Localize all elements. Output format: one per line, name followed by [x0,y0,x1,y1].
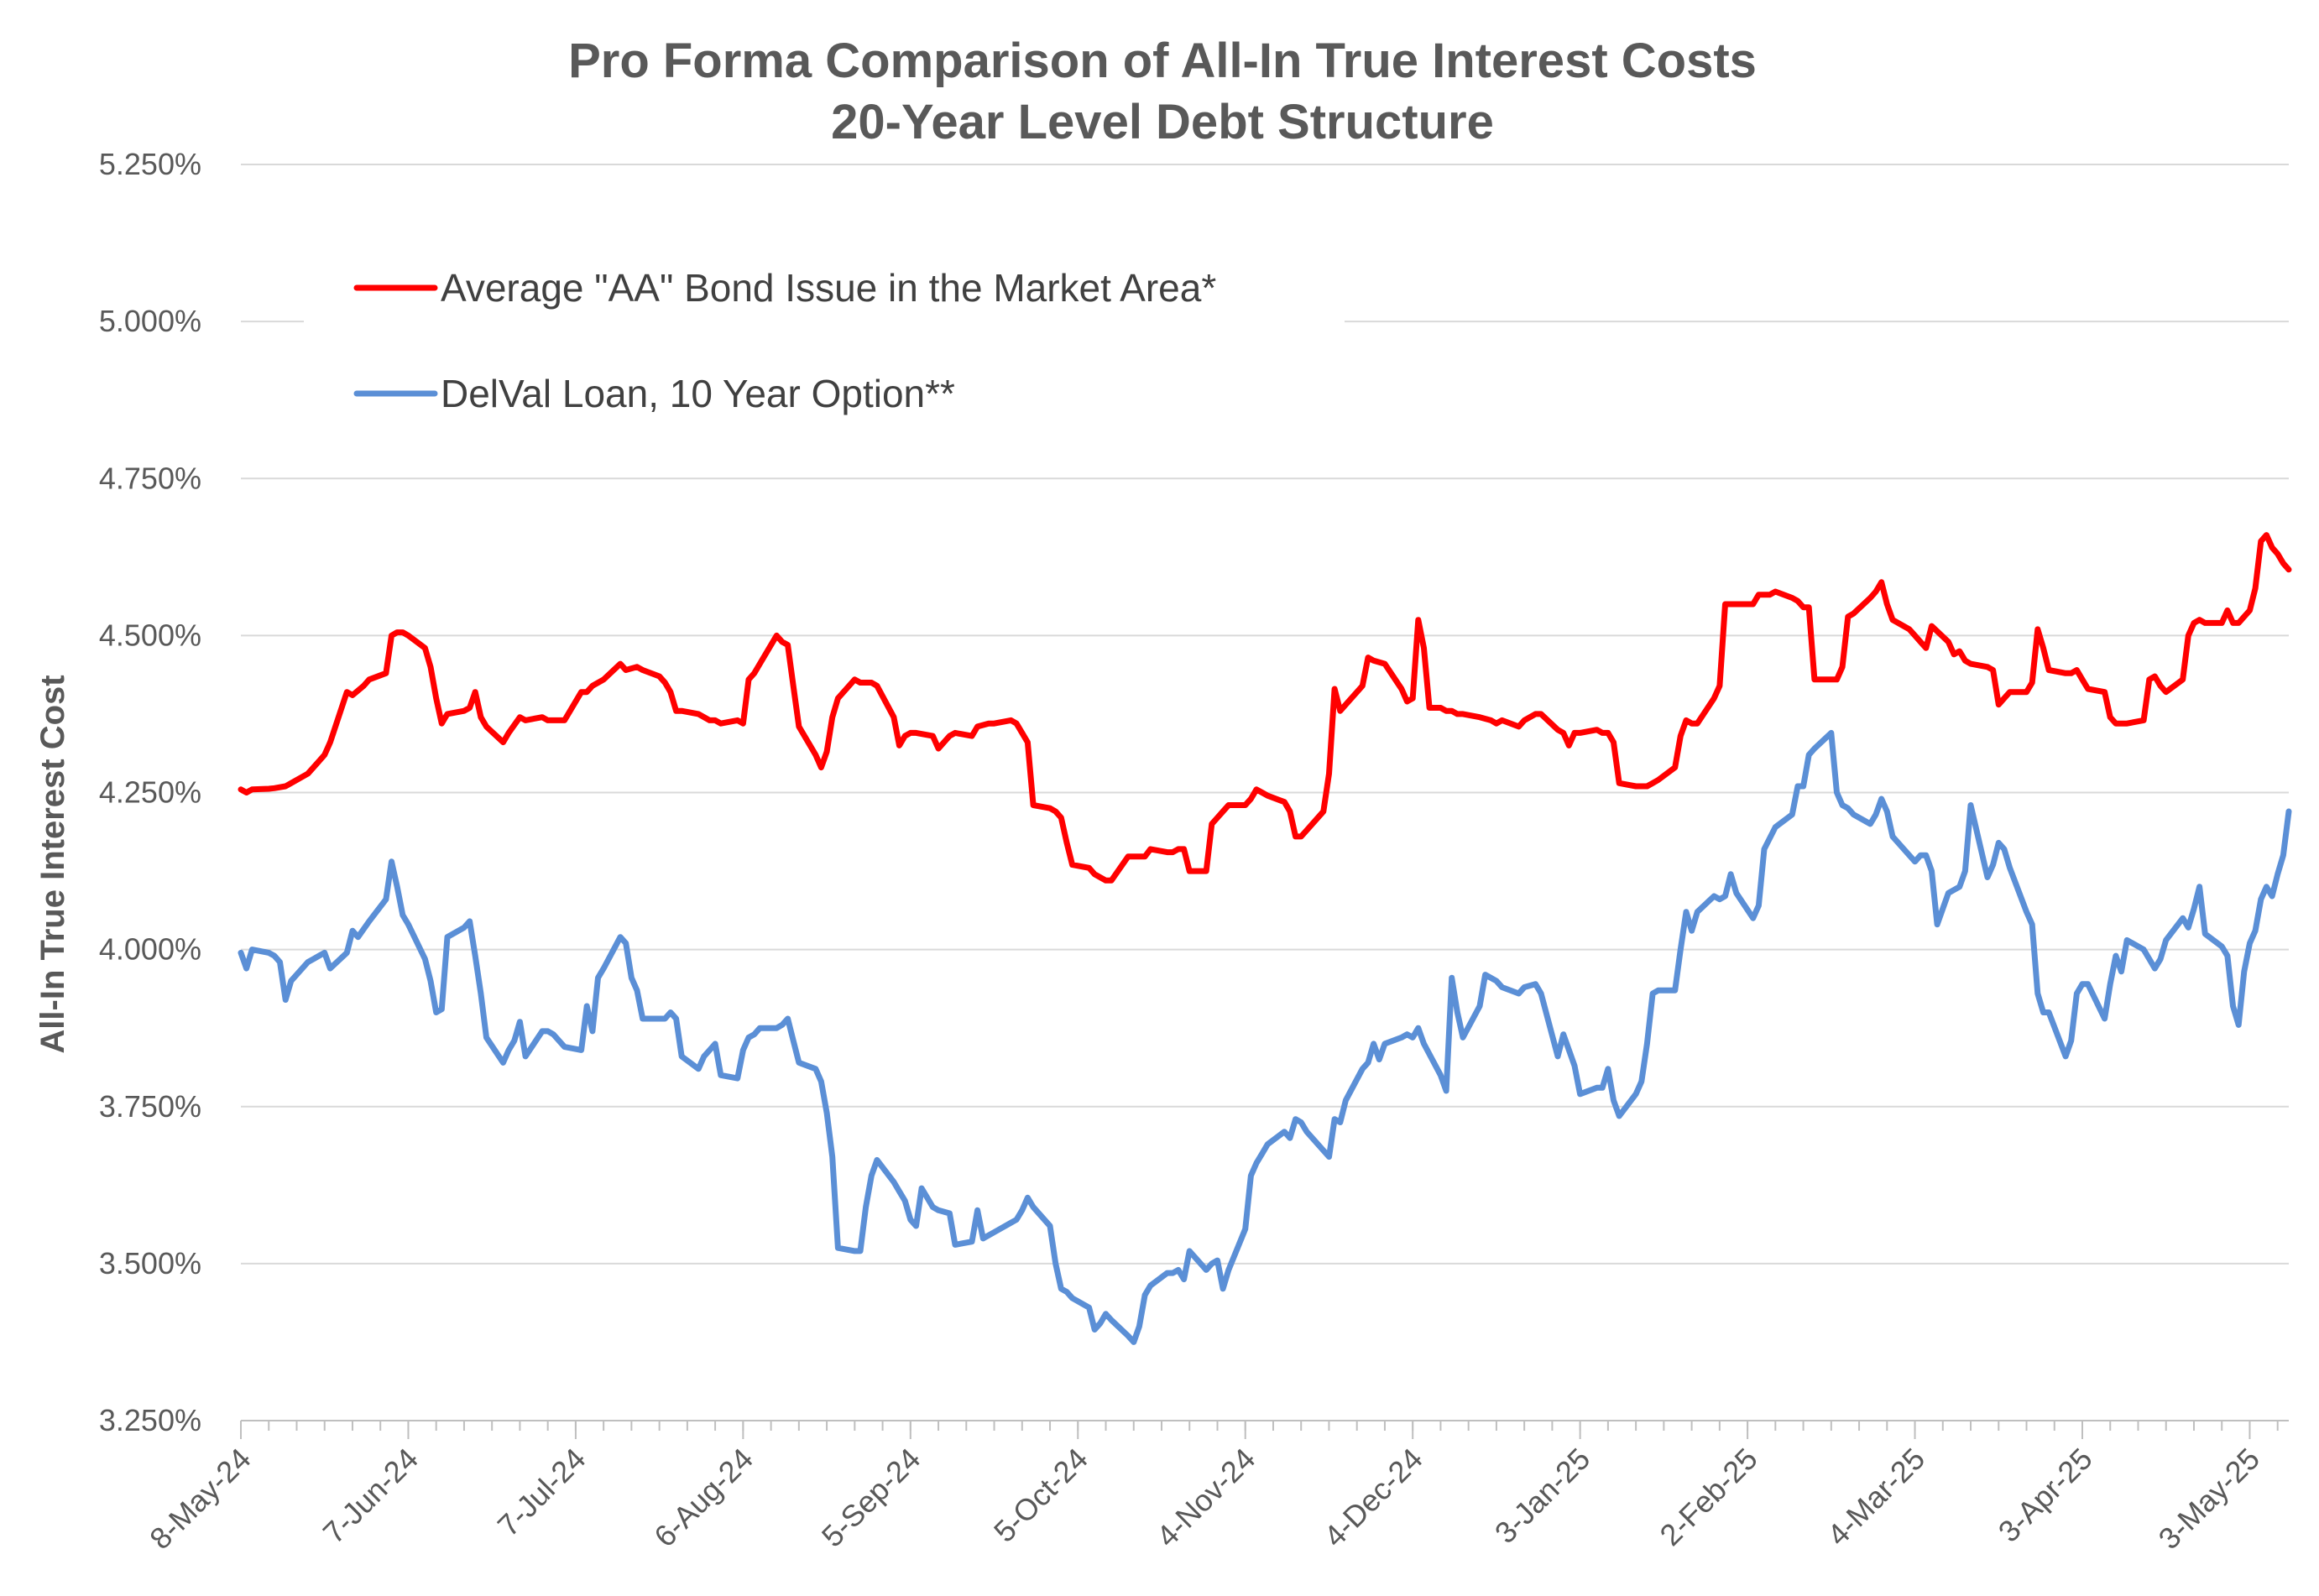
y-tick-label: 4.750% [99,461,201,495]
y-tick-label: 5.250% [99,147,201,181]
legend-entry: Average "AA" Bond Issue in the Market Ar… [441,266,1216,310]
y-tick-label: 4.500% [99,618,201,652]
y-axis-tick-labels: 3.250% 3.500% 3.750% 4.000% 4.250% 4.500% 4.75… [99,147,201,1437]
legend-entry: DelVal Loan, 10 Year Option** [441,372,955,415]
series-line-aa-bond [238,532,2292,884]
y-tick-label: 3.750% [99,1089,201,1124]
y-axis-label: All-In True Interest Cost [34,675,71,1053]
y-tick-label: 3.250% [99,1403,201,1437]
series-line-delval-loan [238,729,2292,1345]
y-tick-label: 3.500% [99,1246,201,1280]
series-lines [238,532,2292,1345]
y-tick-label: 5.000% [99,304,201,338]
y-tick-label: 4.250% [99,775,201,810]
legend-background [304,252,1345,433]
legend: Average "AA" Bond Issue in the Market Ar… [304,252,1345,433]
y-tick-label: 4.000% [99,932,201,967]
chart-title-line-1: Pro Forma Comparison of All-In True Inte… [568,34,1757,88]
chart-title-line-2: 20-Year Level Debt Structure [831,95,1494,149]
